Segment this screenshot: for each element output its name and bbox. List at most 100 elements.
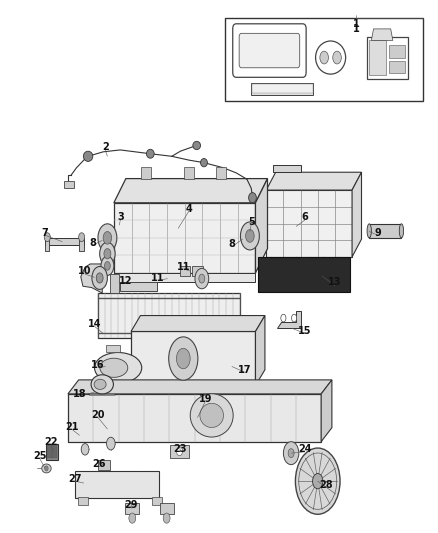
Bar [47, 446, 52, 458]
Text: 27: 27 [68, 474, 82, 483]
Text: 10: 10 [78, 266, 92, 276]
Bar [226, 18, 423, 101]
Text: 7: 7 [42, 228, 49, 238]
Circle shape [81, 443, 89, 455]
Text: 22: 22 [44, 437, 57, 447]
Circle shape [101, 256, 114, 276]
Polygon shape [266, 190, 352, 257]
Bar [141, 167, 151, 179]
Ellipse shape [315, 41, 346, 74]
Text: 18: 18 [73, 389, 86, 399]
Text: 1: 1 [353, 19, 360, 29]
Circle shape [45, 466, 48, 471]
Bar [252, 84, 313, 93]
Ellipse shape [146, 149, 154, 158]
Polygon shape [352, 172, 361, 257]
Text: 19: 19 [198, 394, 212, 404]
Bar [184, 167, 194, 179]
Ellipse shape [193, 141, 201, 150]
Text: 20: 20 [91, 410, 105, 420]
Text: 8: 8 [229, 239, 235, 249]
Circle shape [195, 269, 208, 289]
Bar [45, 238, 84, 246]
Text: 3: 3 [117, 213, 124, 222]
Text: 28: 28 [319, 480, 333, 490]
Ellipse shape [249, 192, 256, 203]
Ellipse shape [94, 379, 106, 390]
Circle shape [283, 442, 299, 465]
Text: 13: 13 [328, 277, 342, 287]
Circle shape [333, 51, 341, 64]
Text: 14: 14 [88, 319, 101, 329]
Bar [98, 460, 110, 470]
Circle shape [92, 266, 107, 289]
Polygon shape [89, 387, 115, 395]
Bar [258, 257, 350, 292]
Ellipse shape [201, 158, 208, 167]
Polygon shape [255, 179, 268, 273]
Ellipse shape [200, 403, 223, 427]
Polygon shape [131, 316, 265, 332]
Polygon shape [266, 172, 361, 190]
Circle shape [105, 262, 110, 270]
Bar [79, 238, 84, 251]
Text: 9: 9 [374, 228, 381, 238]
Polygon shape [114, 179, 268, 203]
FancyBboxPatch shape [239, 34, 300, 68]
Text: 25: 25 [33, 451, 46, 461]
Text: 2: 2 [102, 142, 109, 152]
Ellipse shape [190, 394, 233, 437]
Text: 12: 12 [119, 276, 132, 286]
Polygon shape [277, 311, 300, 328]
Bar [78, 497, 88, 505]
Polygon shape [321, 380, 332, 442]
Ellipse shape [367, 224, 371, 238]
Polygon shape [120, 282, 157, 290]
Text: 24: 24 [298, 445, 311, 454]
Circle shape [163, 513, 170, 523]
Text: 5: 5 [248, 217, 254, 227]
Bar [170, 445, 189, 458]
Ellipse shape [100, 358, 128, 377]
Circle shape [129, 513, 136, 523]
Text: 15: 15 [298, 326, 311, 336]
Polygon shape [81, 264, 102, 293]
Circle shape [44, 233, 50, 241]
Polygon shape [255, 316, 265, 385]
Bar [369, 224, 401, 238]
Text: 1: 1 [353, 24, 360, 34]
Polygon shape [68, 394, 321, 442]
Bar [216, 167, 226, 179]
Text: 16: 16 [91, 360, 105, 370]
Circle shape [104, 248, 111, 259]
Circle shape [320, 51, 328, 64]
Circle shape [281, 314, 286, 322]
Circle shape [288, 449, 294, 458]
FancyBboxPatch shape [233, 24, 306, 77]
Text: 29: 29 [124, 500, 138, 511]
Bar [125, 503, 139, 514]
Ellipse shape [91, 375, 113, 394]
Text: 6: 6 [301, 213, 308, 222]
Bar [64, 181, 74, 188]
Bar [160, 503, 173, 514]
Bar [53, 446, 57, 458]
Polygon shape [106, 345, 120, 352]
Text: 17: 17 [238, 365, 251, 375]
Polygon shape [110, 273, 119, 293]
Ellipse shape [42, 464, 51, 473]
Text: 11: 11 [151, 273, 165, 283]
Bar [46, 444, 58, 459]
Bar [152, 497, 162, 505]
Bar [75, 471, 159, 498]
Bar [192, 266, 203, 276]
Bar [114, 273, 255, 282]
Text: 23: 23 [173, 445, 187, 454]
Polygon shape [371, 29, 393, 41]
Circle shape [169, 337, 198, 380]
Circle shape [295, 448, 340, 514]
Bar [369, 41, 386, 75]
Circle shape [100, 243, 115, 265]
Circle shape [96, 273, 103, 283]
Bar [180, 266, 190, 276]
